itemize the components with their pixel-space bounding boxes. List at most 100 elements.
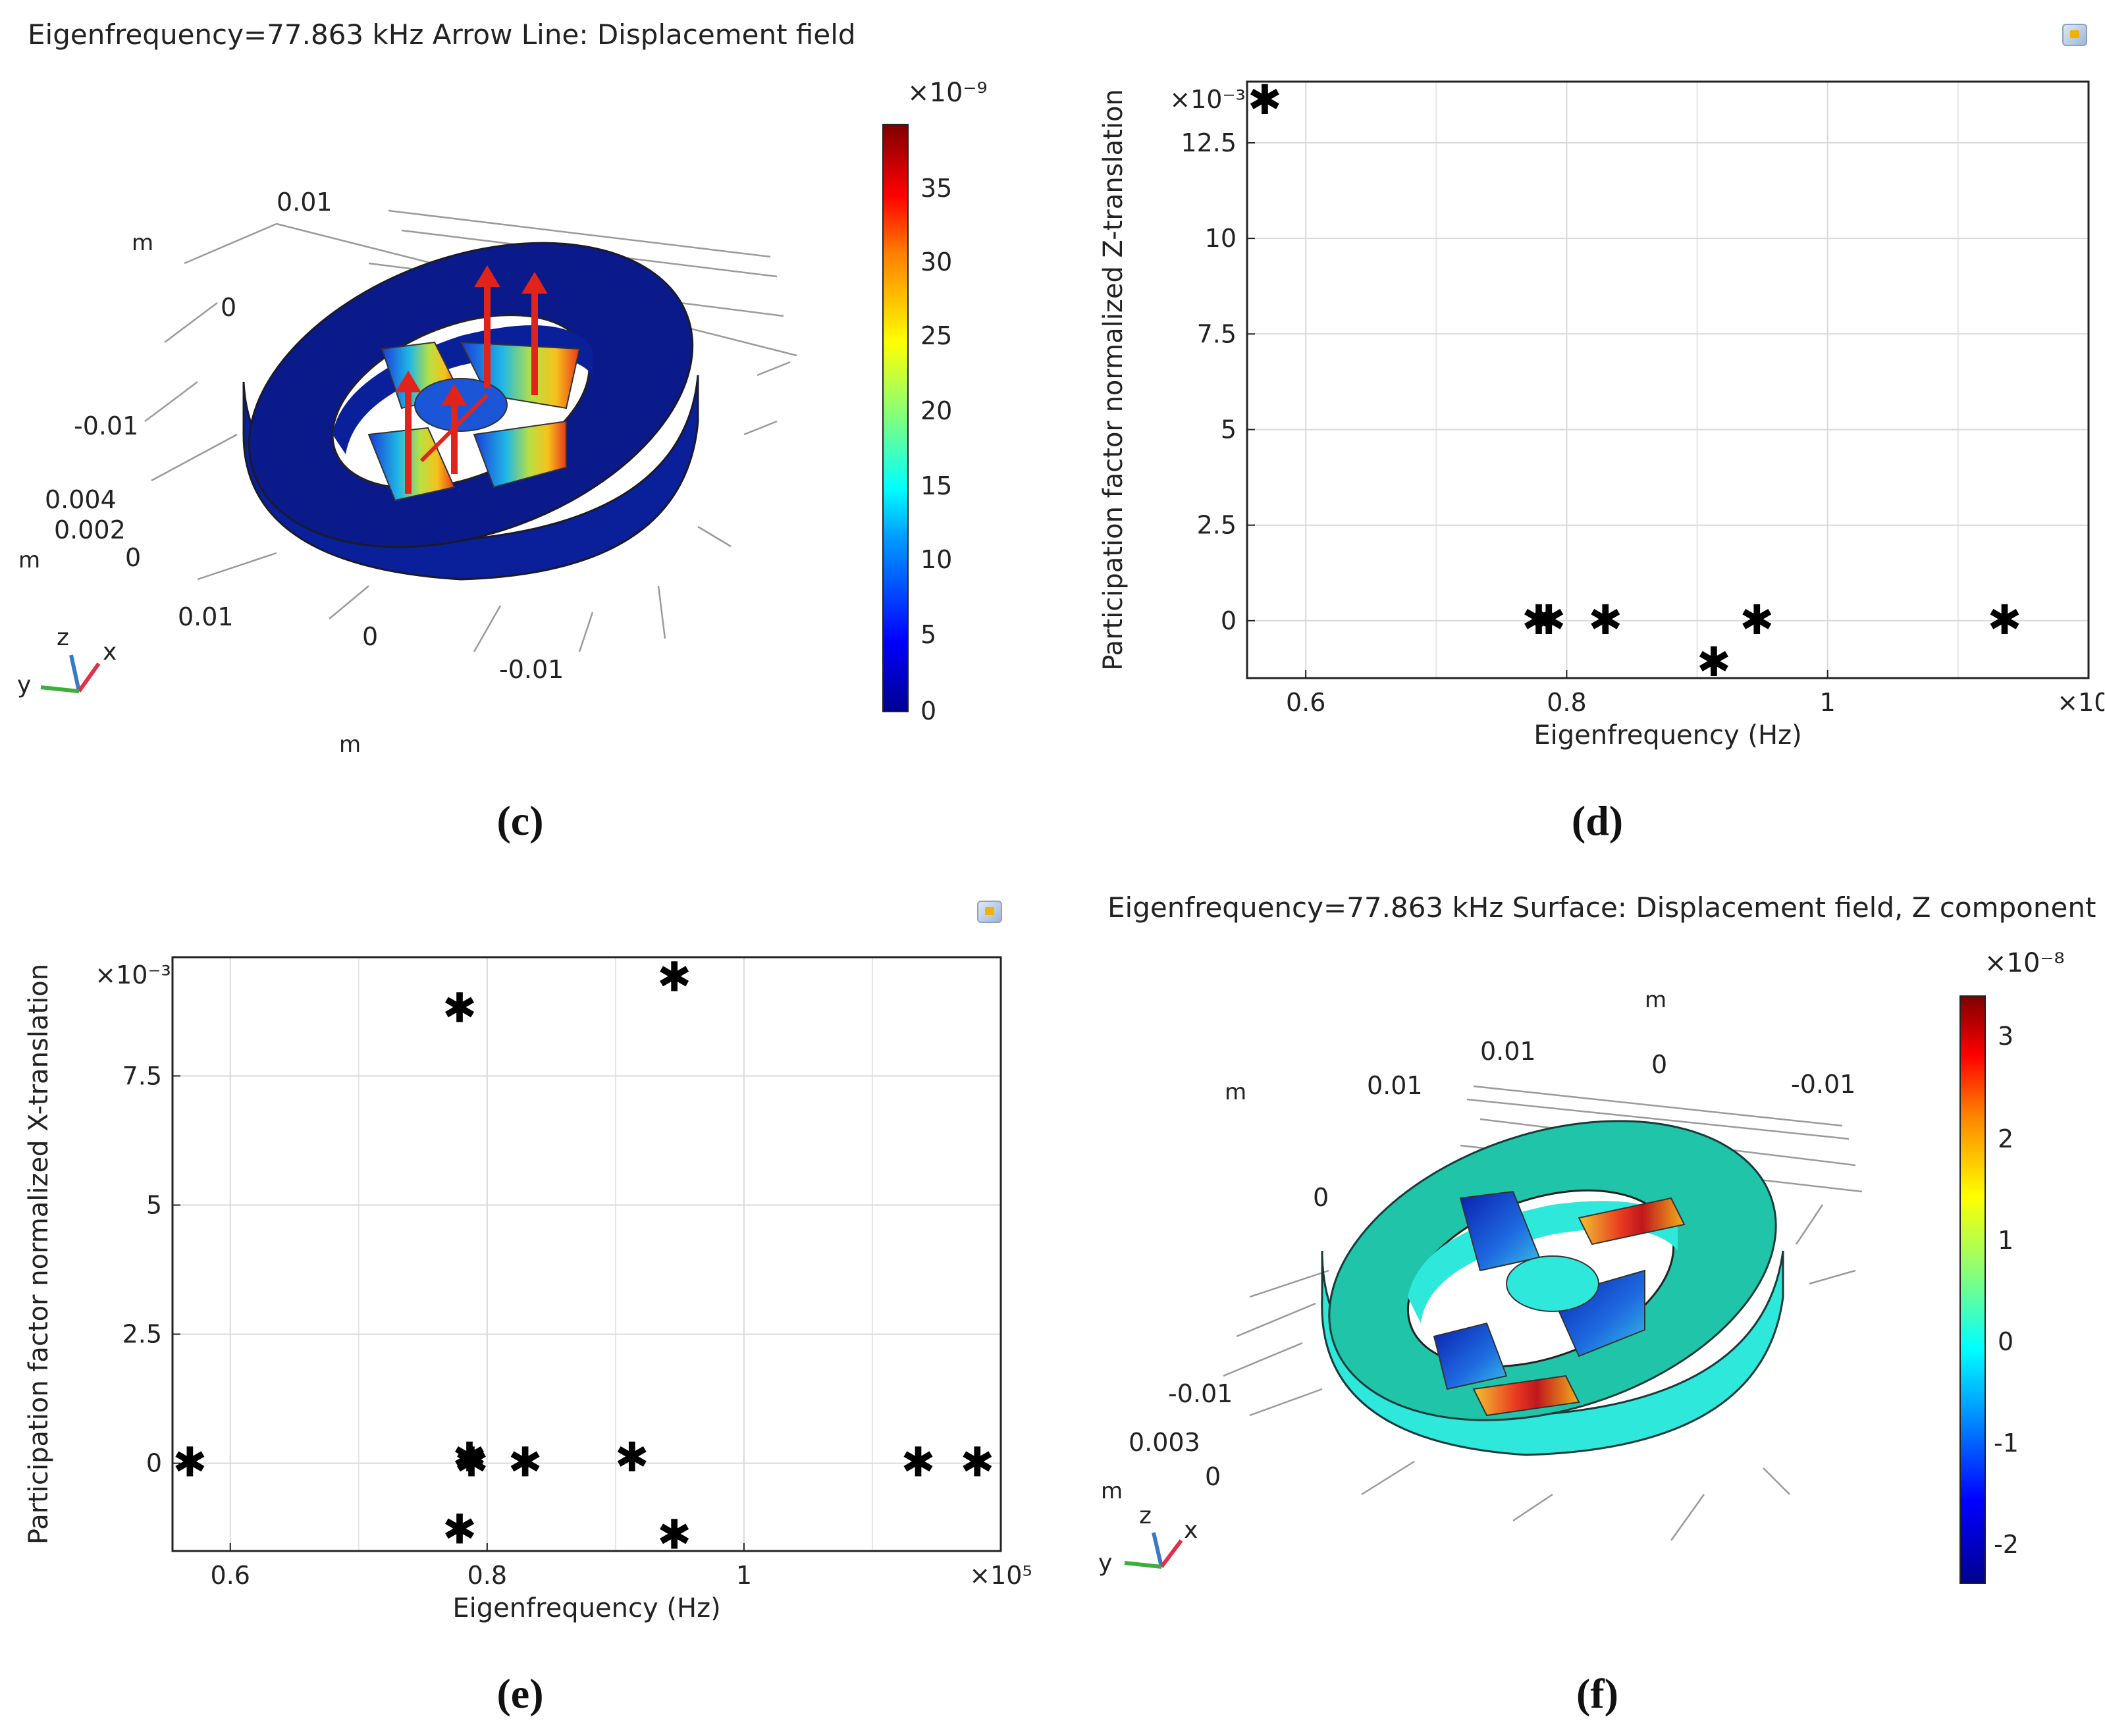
chart-e-ytick-label-0: 0 bbox=[146, 1449, 162, 1478]
panel-c-tick-y-2: -0.01 bbox=[499, 655, 564, 684]
chart-d-point-1[interactable]: ✱ bbox=[1522, 596, 1556, 644]
panel-f-triad: z x y bbox=[1098, 1502, 1198, 1577]
panel-c: Eigenfrequency=77.863 kHz Arrow Line: Di… bbox=[0, 0, 1052, 868]
panel-f-colorbar bbox=[1959, 995, 1986, 1584]
chart-e-point-0[interactable]: ✱ bbox=[173, 1438, 207, 1486]
chart-d-point-4[interactable]: ✱ bbox=[1697, 638, 1731, 686]
chart-e-xlabel: Eigenfrequency (Hz) bbox=[452, 1593, 720, 1623]
panel-c-tick-x-0: 0.01 bbox=[277, 188, 333, 217]
panel-f-cb-tick-neg1: -1 bbox=[1994, 1429, 2019, 1458]
panel-c-axis-unit-2: m bbox=[18, 547, 40, 573]
chart-d-x-exponent: ×10⁵ bbox=[2057, 688, 2104, 717]
panel-c-tick-y-0: 0.01 bbox=[178, 602, 234, 631]
panel-c-tick-x-2: -0.01 bbox=[74, 411, 138, 440]
chart-d-ytick-label-4: 10 bbox=[1205, 224, 1237, 253]
chart-e-point-8[interactable]: ✱ bbox=[657, 1510, 691, 1558]
panel-f-beams bbox=[1433, 1190, 1686, 1417]
panel-c-cb-tick-0: 0 bbox=[920, 697, 937, 725]
chart-d-point-6[interactable]: ✱ bbox=[1988, 596, 2022, 644]
panel-f-tick-b-2: -0.01 bbox=[1168, 1379, 1233, 1408]
chart-e-point-6[interactable]: ✱ bbox=[615, 1433, 649, 1481]
chart-d-ylabel: Participation factor normalized Z-transl… bbox=[1098, 89, 1129, 671]
panel-c-triad-x: x bbox=[103, 639, 117, 666]
panel-c-title: Eigenfrequency=77.863 kHz Arrow Line: Di… bbox=[28, 18, 856, 51]
panel-c-axis-unit-1: m bbox=[132, 230, 153, 256]
panel-f-tick-b-1: 0 bbox=[1313, 1183, 1329, 1212]
chart-e-ytick-label-2: 5 bbox=[146, 1190, 162, 1219]
chart-e-xtick-label-2: 1 bbox=[736, 1561, 752, 1590]
panel-f-tick-a-0: 0.01 bbox=[1480, 1037, 1536, 1066]
panel-f-tick-z-1: 0 bbox=[1205, 1462, 1221, 1491]
chart-e-point-9[interactable]: ✱ bbox=[901, 1438, 936, 1486]
chart-e-ylabel: Participation factor normalized X-transl… bbox=[24, 964, 54, 1544]
chart-d-point-0[interactable]: ✱ bbox=[1248, 76, 1282, 124]
chart-e-point-10[interactable]: ✱ bbox=[960, 1438, 994, 1486]
chart-d-point-5[interactable]: ✱ bbox=[1740, 596, 1774, 644]
chart-e-point-3[interactable]: ✱ bbox=[452, 1433, 487, 1481]
panel-c-cb-tick-20: 20 bbox=[920, 396, 953, 425]
panel-c-triad-y: y bbox=[17, 671, 31, 698]
chart-e-point-7[interactable]: ✱ bbox=[657, 953, 691, 1001]
chart-d-point-3[interactable]: ✱ bbox=[1588, 596, 1622, 644]
panel-f-cb-tick-neg2: -2 bbox=[1994, 1530, 2019, 1559]
panel-c-3d-view[interactable]: m 0.01 0 -0.01 0.004 0.002 0 m 0.01 0 -0… bbox=[0, 66, 856, 843]
panel-f-axis-unit-2: m bbox=[1225, 1079, 1246, 1105]
chart-e-point-2[interactable]: ✱ bbox=[442, 1506, 477, 1554]
chart-e-xtick-label-0: 0.6 bbox=[211, 1561, 250, 1590]
panel-c-colorbar-exponent: ×10⁻⁹ bbox=[907, 78, 988, 108]
panel-c-colorbar bbox=[882, 124, 909, 712]
panel-f-axis-unit-3: m bbox=[1101, 1478, 1123, 1504]
panel-f-cb-tick-3: 3 bbox=[1998, 1022, 2014, 1051]
panel-c-cb-tick-10: 10 bbox=[920, 545, 953, 574]
panel-f-tick-z-0: 0.003 bbox=[1129, 1428, 1200, 1457]
panel-f-title: Eigenfrequency=77.863 kHz Surface: Displ… bbox=[1107, 891, 2096, 924]
panel-d-caption: (d) bbox=[1571, 797, 1624, 844]
chart-d-y-exponent: ×10⁻³ bbox=[1169, 85, 1245, 114]
chart-d-ytick-label-0: 0 bbox=[1221, 606, 1237, 635]
chart-d-point-2[interactable]: ✱ bbox=[1532, 596, 1566, 644]
chart-d-ytick-label-5: 12.5 bbox=[1181, 128, 1237, 157]
panel-c-tick-z-1: 0.002 bbox=[54, 515, 126, 544]
panel-f: Eigenfrequency=77.863 kHz Surface: Displ… bbox=[1052, 869, 2104, 1736]
chart-e-ytick-label-3: 7.5 bbox=[122, 1061, 162, 1090]
chart-e-point-1[interactable]: ✱ bbox=[442, 984, 477, 1032]
panel-f-axis-unit-1: m bbox=[1645, 987, 1666, 1013]
chart-e-point-4[interactable]: ✱ bbox=[454, 1438, 489, 1486]
chart-d-ytick-label-2: 5 bbox=[1221, 415, 1237, 444]
panel-c-tick-z-0: 0.004 bbox=[45, 485, 117, 514]
chart-d-frame bbox=[1246, 80, 2090, 679]
panel-c-tick-y-1: 0 bbox=[362, 622, 378, 651]
panel-f-tick-b-0: 0.01 bbox=[1367, 1071, 1423, 1100]
panel-f-cb-tick-1: 1 bbox=[1998, 1226, 2014, 1255]
panel-c-cb-tick-35: 35 bbox=[920, 174, 953, 203]
panel-f-cb-tick-0: 0 bbox=[1998, 1327, 2014, 1356]
panel-d-comsol-icon[interactable] bbox=[2062, 24, 2087, 46]
panel-c-arrows bbox=[395, 265, 548, 494]
panel-c-inner-wall bbox=[333, 325, 593, 454]
chart-e-point-5[interactable]: ✱ bbox=[508, 1438, 543, 1486]
panel-c-tick-x-1: 0 bbox=[221, 293, 236, 322]
panel-f-colorbar-exponent: ×10⁻⁸ bbox=[1985, 948, 2065, 978]
chart-e-ytick-label-1: 2.5 bbox=[122, 1320, 162, 1349]
panel-f-tick-a-1: 0 bbox=[1651, 1050, 1667, 1079]
panel-c-tick-z-2: 0 bbox=[125, 543, 141, 572]
chart-e-y-exponent: ×10⁻³ bbox=[95, 960, 171, 989]
chart-d-xlabel: Eigenfrequency (Hz) bbox=[1533, 720, 1801, 750]
chart-d-xtick-label-1: 0.8 bbox=[1547, 688, 1586, 717]
panel-f-3d-view[interactable]: m 0.01 0 -0.01 m 0.01 0 -0.01 0.003 0 m … bbox=[1052, 928, 1908, 1652]
panel-f-triad-y: y bbox=[1098, 1550, 1112, 1577]
panel-f-caption: (f) bbox=[1576, 1670, 1618, 1717]
panel-c-triad-z: z bbox=[57, 624, 69, 651]
chart-d-ytick-label-3: 7.5 bbox=[1197, 319, 1237, 348]
chart-d-xtick-label-2: 1 bbox=[1820, 688, 1836, 717]
panel-c-axis-unit-3: m bbox=[339, 731, 361, 758]
chart-e-xtick-label-1: 0.8 bbox=[467, 1561, 507, 1590]
panel-c-caption: (c) bbox=[496, 797, 544, 844]
chart-d-xtick-label-0: 0.6 bbox=[1286, 688, 1325, 717]
chart-e-x-exponent: ×10⁵ bbox=[969, 1561, 1032, 1590]
panel-e-chart[interactable]: 0.6 0.8 1 0 2.5 5 7.5 ×10⁻³ ×10⁵ Eigenfrequency (… bbox=[0, 869, 1052, 1646]
panel-f-triad-z: z bbox=[1139, 1502, 1152, 1529]
panel-d-chart[interactable]: 0.60.8102.557.51012.5×10⁻³×10⁵Eigenfrequ… bbox=[1052, 0, 2104, 777]
panel-e-comsol-icon[interactable] bbox=[977, 901, 1002, 923]
panel-c-cb-tick-15: 15 bbox=[920, 471, 953, 500]
